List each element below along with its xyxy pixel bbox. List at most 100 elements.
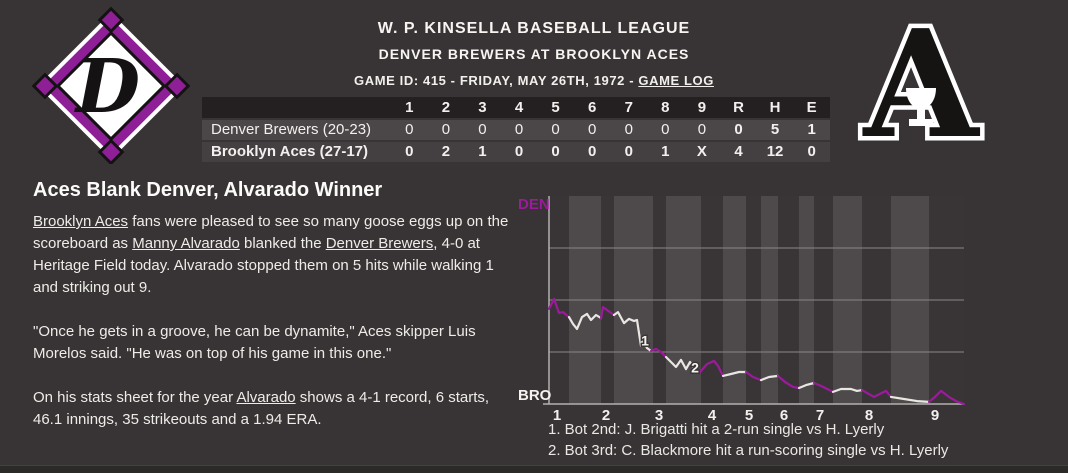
inning-cell: 0 bbox=[683, 119, 721, 142]
logo-letter-d: D bbox=[74, 44, 140, 130]
article-text: "Once he gets in a groove, he can be dyn… bbox=[33, 323, 476, 362]
scoreboard-col-7: 7 bbox=[610, 97, 648, 120]
scoreboard-col-1: 1 bbox=[391, 97, 428, 120]
wp-line-top-3 bbox=[649, 347, 668, 359]
scoreboard-col-4: 4 bbox=[500, 97, 538, 120]
scoreboard-body: Denver Brewers (20-23) 0 0 0 0 0 0 0 0 0 0 5 1 Brookl… bbox=[202, 119, 830, 164]
matchup-title: DENVER BREWERS AT BROOKLYN ACES bbox=[378, 46, 690, 62]
article-link[interactable]: Alvarado bbox=[236, 389, 296, 406]
wp-line-top-4 bbox=[698, 359, 725, 377]
bro-label: BRO bbox=[518, 387, 552, 404]
inning-cell: 0 bbox=[537, 119, 574, 142]
article-link[interactable]: Brooklyn Aces bbox=[33, 213, 129, 230]
article-paragraph: On his stats sheet for the year Alvarado… bbox=[33, 387, 517, 431]
inning-tick-9: 9 bbox=[931, 407, 939, 424]
article-paragraphs: Brooklyn Aces fans were pleased to see s… bbox=[33, 211, 517, 431]
inning-tick-8: 8 bbox=[865, 407, 873, 424]
total-cell: 4 bbox=[720, 141, 757, 164]
inning-cell: 0 bbox=[500, 119, 538, 142]
svg-text:A: A bbox=[862, 4, 981, 160]
team-name-cell[interactable]: Brooklyn Aces (27-17) bbox=[202, 141, 391, 164]
inning-tick-7: 7 bbox=[816, 407, 824, 424]
scoreboard-col-8: 8 bbox=[647, 97, 684, 120]
brooklyn-aces-logo: A A bbox=[856, 0, 986, 176]
denver-brewers-logo: D bbox=[31, 6, 191, 169]
svg-text:A: A bbox=[862, 4, 981, 160]
total-cell: 0 bbox=[720, 119, 757, 142]
wp-line-bot-8 bbox=[889, 395, 931, 403]
wp-line-bot-2 bbox=[612, 310, 653, 353]
den-label: DEN bbox=[518, 196, 550, 213]
base-markers bbox=[31, 6, 191, 166]
total-cell: 1 bbox=[793, 119, 830, 142]
article-text: blanked the bbox=[239, 235, 326, 252]
game-info-line: GAME ID: 415 - FRIDAY, MAY 26TH, 1972 - … bbox=[0, 73, 1068, 88]
wp-line-bot-1 bbox=[567, 312, 603, 330]
wp-line-top-1 bbox=[547, 297, 571, 319]
inning-cell: 0 bbox=[573, 141, 611, 164]
inning-tick-2: 2 bbox=[602, 407, 610, 424]
inning-cell: X bbox=[683, 141, 721, 164]
chalice-icon bbox=[906, 88, 936, 126]
scoreboard-col-9: 9 bbox=[683, 97, 721, 120]
scoreboard-row-away: Denver Brewers (20-23) 0 0 0 0 0 0 0 0 0 0 5 1 bbox=[202, 119, 830, 142]
wp-line-bot-5 bbox=[759, 374, 780, 382]
inning-cell: 0 bbox=[391, 119, 428, 142]
wp-line-top-6 bbox=[776, 374, 801, 390]
wp-line-bot-7 bbox=[831, 387, 864, 393]
inning-tick-1: 1 bbox=[553, 407, 561, 424]
inning-cell: 2 bbox=[427, 141, 465, 164]
article-paragraph: "Once he gets in a groove, he can be dyn… bbox=[33, 321, 517, 365]
total-cell: 12 bbox=[756, 141, 794, 164]
scoreboard-col-3: 3 bbox=[464, 97, 501, 120]
scoreboard-col-E: E bbox=[793, 97, 830, 120]
win-probability-chart: 1 2 DEN BRO 1 2 3 4 5 6 7 8 9 bbox=[516, 196, 966, 433]
inning-cell: 1 bbox=[647, 141, 684, 164]
total-cell: 0 bbox=[793, 141, 830, 164]
inning-cell: 0 bbox=[427, 119, 465, 142]
inning-cell: 0 bbox=[610, 119, 648, 142]
scoreboard-row-home: Brooklyn Aces (27-17) 0 2 1 0 0 0 0 1 X 4 12 0 bbox=[202, 141, 830, 164]
wp-line-top-9 bbox=[927, 389, 966, 406]
inning-cell: 0 bbox=[573, 119, 611, 142]
inning-cell: 1 bbox=[464, 141, 501, 164]
key-play-marker: 1 bbox=[641, 333, 649, 349]
article-text: On his stats sheet for the year bbox=[33, 389, 237, 406]
wp-line-top-7 bbox=[812, 381, 835, 393]
inning-tick-5: 5 bbox=[745, 407, 753, 424]
scoreboard-corner-cell bbox=[202, 97, 391, 120]
article-text: fans were pleased to see so many goose e… bbox=[33, 213, 509, 252]
wp-line-top-8 bbox=[860, 389, 893, 398]
game-header: W. P. KINSELLA BASEBALL LEAGUE DENVER BR… bbox=[0, 20, 1068, 88]
key-play-note: 2. Bot 3rd: C. Blackmore hit a run-scori… bbox=[548, 442, 949, 459]
wp-line-bot-6 bbox=[797, 381, 816, 390]
key-play-marker: 2 bbox=[691, 360, 699, 376]
inning-cell: 0 bbox=[391, 141, 428, 164]
total-cell: 5 bbox=[756, 119, 794, 142]
article-text: shows a 4-1 record, 6 starts, 46.1 innin… bbox=[33, 389, 490, 428]
inning-cell: 0 bbox=[610, 141, 648, 164]
article-link[interactable]: Manny Alvarado bbox=[132, 235, 240, 252]
key-play-note: 1. Bot 2nd: J. Brigatti hit a 2-run sing… bbox=[548, 421, 885, 438]
scoreboard-col-2: 2 bbox=[427, 97, 465, 120]
scoreboard-col-H: H bbox=[756, 97, 794, 120]
article-link[interactable]: Denver Brewers bbox=[325, 235, 434, 252]
wp-line-bot-4 bbox=[721, 370, 748, 377]
team-name-cell[interactable]: Denver Brewers (20-23) bbox=[202, 119, 391, 142]
bottom-divider-bar bbox=[0, 465, 1068, 473]
inning-cell: 0 bbox=[647, 119, 684, 142]
recap-article: Aces Blank Denver, Alvarado Winner Brook… bbox=[33, 179, 517, 453]
article-text: , 4-0 at Heritage Field today. Alvarado … bbox=[33, 235, 494, 296]
article-paragraph: Brooklyn Aces fans were pleased to see s… bbox=[33, 211, 517, 299]
key-play-notes: 1. Bot 2nd: J. Brigatti hit a 2-run sing… bbox=[548, 419, 948, 461]
wp-line-top-5 bbox=[744, 370, 763, 382]
diamond-d-icon: D bbox=[31, 6, 191, 166]
inning-cell: 0 bbox=[464, 119, 501, 142]
inning-tick-4: 4 bbox=[708, 407, 717, 424]
inning-cell: 0 bbox=[500, 141, 538, 164]
game-log-link[interactable]: GAME LOG bbox=[638, 73, 714, 88]
inning-tick-6: 6 bbox=[780, 407, 788, 424]
